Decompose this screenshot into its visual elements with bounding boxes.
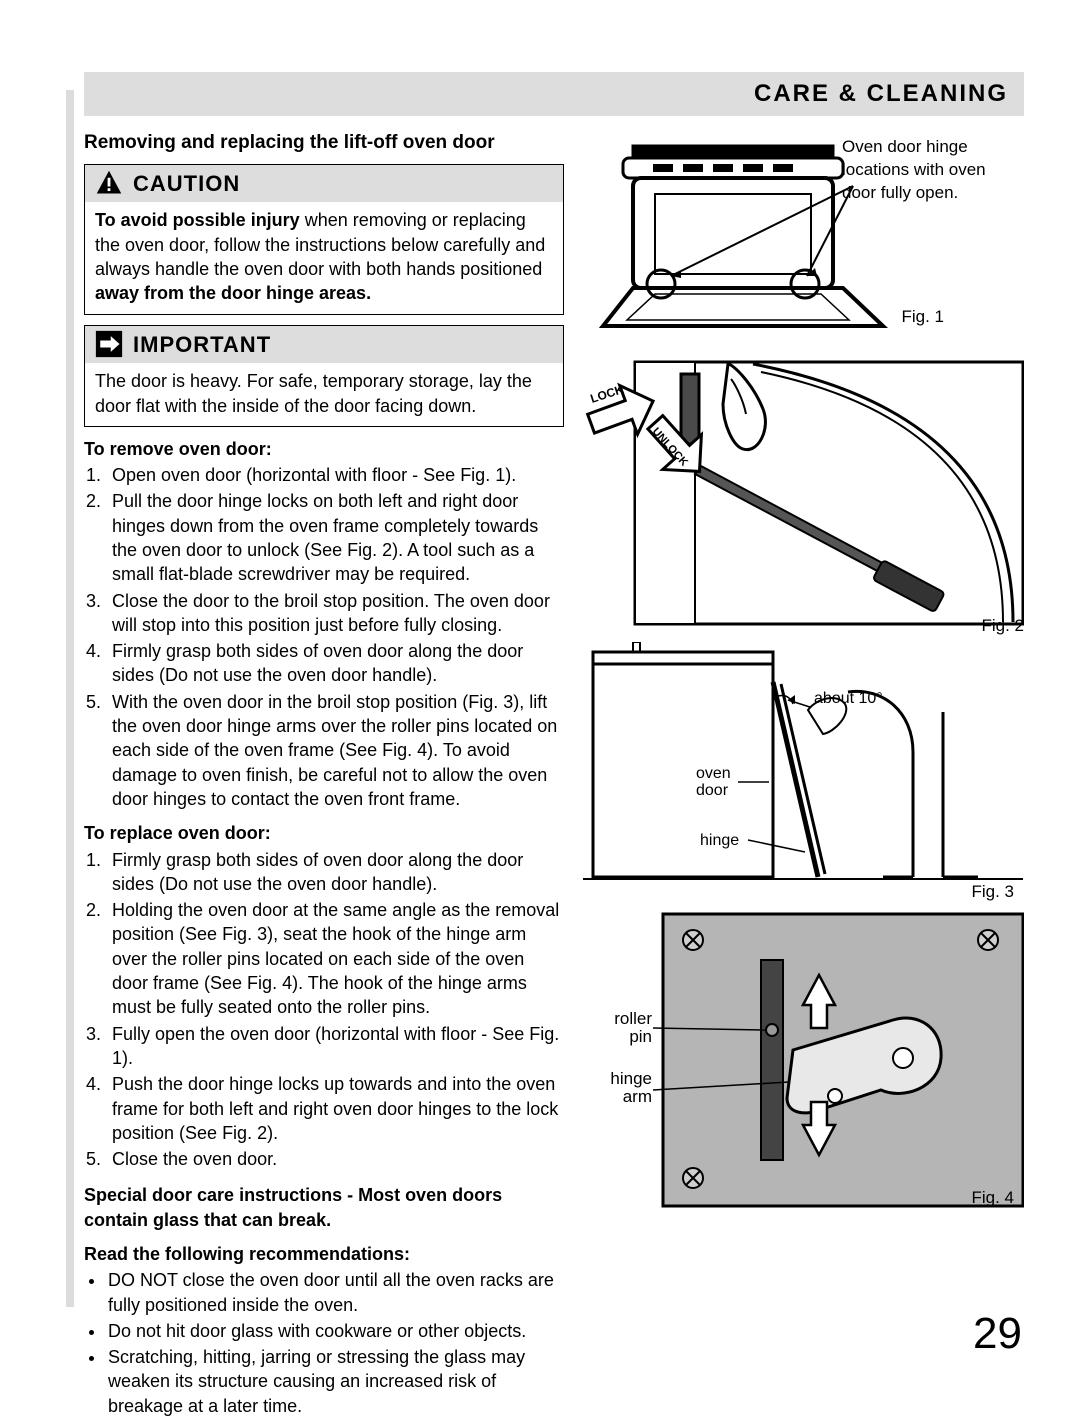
fig4-caption: Fig. 4 (971, 1187, 1014, 1210)
right-column: Oven door hinge locations with oven door… (582, 126, 1024, 1420)
replace-steps: Firmly grasp both sides of oven door alo… (106, 848, 564, 1172)
list-item: Firmly grasp both sides of oven door alo… (106, 848, 564, 897)
important-label: IMPORTANT (133, 330, 271, 360)
list-item: Do not hit door glass with cookware or o… (106, 1319, 564, 1343)
list-item: With the oven door in the broil stop pos… (106, 690, 564, 811)
section-title: Removing and replacing the lift-off oven… (84, 130, 564, 156)
header-title: CARE & CLEANING (754, 78, 1008, 110)
caution-body: To avoid possible injury when removing o… (85, 202, 563, 313)
fig4-hinge-arm: hinge arm (592, 1070, 652, 1106)
important-body: The door is heavy. For safe, temporary s… (85, 363, 563, 426)
list-item: Open oven door (horizontal with floor - … (106, 463, 564, 487)
fig4-roller-pin: roller pin (592, 1010, 652, 1046)
warning-triangle-icon (95, 169, 123, 197)
figure-2: LOCK UNLOCK Fig. 2 (582, 354, 1024, 634)
hinge-arm-diagram-icon (582, 910, 1024, 1210)
important-header: IMPORTANT (85, 326, 563, 364)
remove-heading: To remove oven door: (84, 437, 564, 461)
fig2-caption: Fig. 2 (981, 615, 1024, 638)
fig3-about: about 10° (814, 690, 883, 708)
special-heading: Special door care instructions - Most ov… (84, 1183, 564, 1232)
caution-lead: To avoid possible injury (95, 210, 305, 230)
hinge-lock-diagram-icon (582, 354, 1024, 634)
caution-tail: away from the door hinge areas. (95, 283, 371, 303)
content-columns: Removing and replacing the lift-off oven… (84, 126, 1024, 1420)
list-item: DO NOT close the oven door until all the… (106, 1268, 564, 1317)
fig3-hinge: hinge (700, 830, 739, 852)
list-item: Firmly grasp both sides of oven door alo… (106, 639, 564, 688)
arrow-right-box-icon (95, 330, 123, 358)
list-item: Pull the door hinge locks on both left a… (106, 489, 564, 586)
important-callout: IMPORTANT The door is heavy. For safe, t… (84, 325, 564, 427)
figure-4: roller pin hinge arm Fig. 4 (582, 910, 1024, 1210)
page: CARE & CLEANING Removing and replacing t… (0, 0, 1080, 1397)
list-item: Scratching, hitting, jarring or stressin… (106, 1345, 564, 1418)
fig3-oven-door: oven door (696, 766, 740, 800)
recommend-heading: Read the following recommendations: (84, 1242, 564, 1266)
door-angle-diagram-icon (582, 642, 1024, 902)
list-item: Close the door to the broil stop positio… (106, 589, 564, 638)
left-column: Removing and replacing the lift-off oven… (84, 126, 564, 1420)
fig1-note: Oven door hinge locations with oven door… (842, 136, 992, 205)
caution-header: CAUTION (85, 165, 563, 203)
fig3-caption: Fig. 3 (971, 881, 1014, 904)
list-item: Close the oven door. (106, 1147, 564, 1171)
fig1-caption: Fig. 1 (901, 306, 944, 329)
list-item: Holding the oven door at the same angle … (106, 898, 564, 1019)
list-item: Push the door hinge locks up towards and… (106, 1072, 564, 1145)
caution-label: CAUTION (133, 169, 240, 199)
figure-3: about 10° oven door hinge Fig. 3 (582, 642, 1024, 902)
page-number: 29 (973, 1304, 1022, 1363)
figure-1: Oven door hinge locations with oven door… (582, 126, 1024, 346)
remove-steps: Open oven door (horizontal with floor - … (106, 463, 564, 811)
recommend-bullets: DO NOT close the oven door until all the… (106, 1268, 564, 1418)
list-item: Fully open the oven door (horizontal wit… (106, 1022, 564, 1071)
replace-heading: To replace oven door: (84, 821, 564, 845)
left-margin-rule (66, 90, 74, 1307)
header-band: CARE & CLEANING (84, 72, 1024, 116)
caution-callout: CAUTION To avoid possible injury when re… (84, 164, 564, 315)
